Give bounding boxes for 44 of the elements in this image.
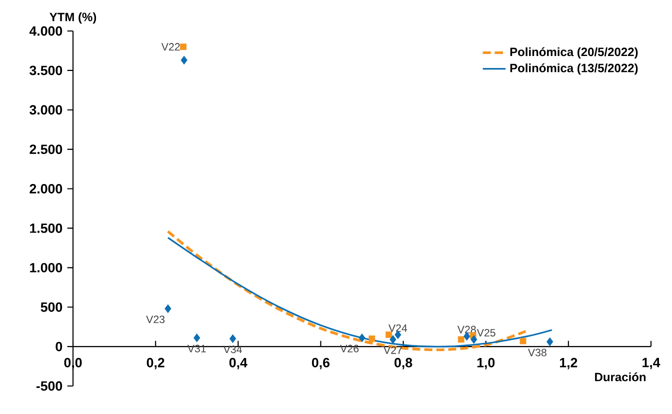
x-tick-label: 1,4: [642, 358, 660, 370]
y-tick-label: 3.500: [30, 66, 62, 76]
annotation: V22: [161, 43, 180, 50]
y-tick-label: -500: [36, 381, 62, 391]
point: [164, 304, 172, 313]
point: [546, 338, 554, 346]
point: [230, 334, 236, 343]
x-tick-label: 0,4: [229, 358, 248, 370]
legend-label: Polinómica (13/5/2022): [510, 63, 638, 75]
legend-label: Polinómica (20/5/2022): [510, 47, 638, 59]
annotation: V31: [187, 344, 206, 352]
point: [390, 335, 396, 344]
annotation: V23: [146, 316, 165, 324]
x-axis-title: Duración: [595, 372, 646, 382]
point: [458, 336, 464, 343]
y-tick-label: 1.000: [30, 262, 62, 272]
annotation: V27: [384, 346, 402, 354]
point: [194, 334, 200, 342]
annotation: V38: [528, 348, 546, 356]
point: [520, 338, 526, 344]
annotation: V25: [476, 328, 496, 337]
x-tick-label: 1,0: [477, 358, 495, 370]
point: [180, 44, 186, 50]
y-tick-label: 2.000: [30, 184, 62, 194]
y-tick-label: 500: [40, 302, 62, 312]
y-tick-label: 0: [56, 342, 62, 352]
x-tick-label: 0,6: [312, 358, 330, 370]
y-tick-label: 3.000: [30, 105, 62, 115]
y-tick-label: 4.000: [29, 26, 62, 36]
y-tick-label: 1.500: [30, 224, 62, 233]
x-tick-label: 1,2: [560, 358, 578, 370]
y-axis-title: YTM (%): [50, 12, 96, 24]
annotation: V26: [340, 344, 359, 352]
point: [180, 56, 188, 64]
annotation: V28: [457, 326, 476, 334]
point: [470, 335, 478, 344]
x-tick-label: 0,2: [146, 358, 164, 370]
point: [368, 335, 376, 342]
annotation: V24: [388, 324, 408, 332]
point: [358, 334, 366, 342]
x-tick-label: 0,8: [394, 358, 412, 370]
point: [386, 332, 392, 338]
y-tick-label: 2.500: [30, 144, 62, 154]
annotation: V34: [223, 346, 242, 354]
